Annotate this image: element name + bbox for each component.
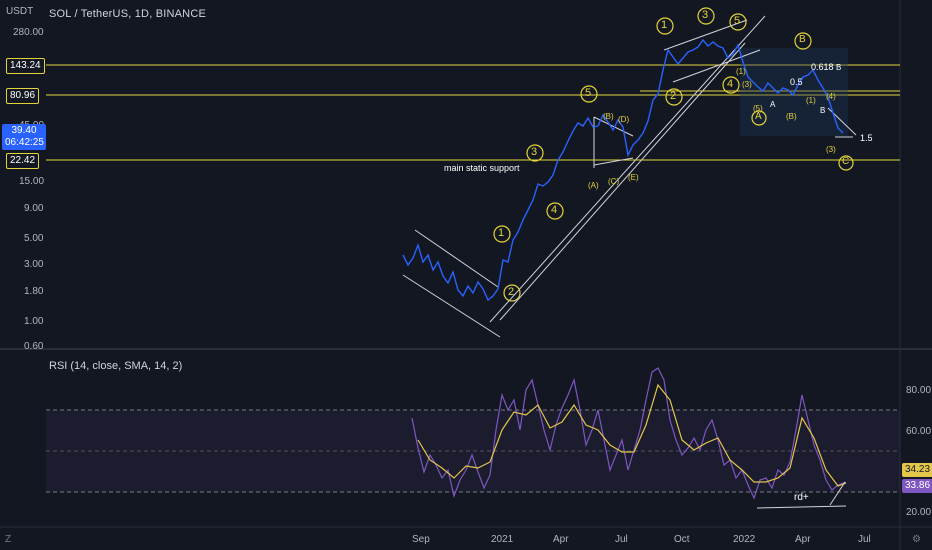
level-badge-143: 143.24 bbox=[6, 58, 45, 74]
currency-label: USDT bbox=[6, 6, 34, 17]
wave-label: B bbox=[836, 63, 842, 72]
time-tick: Apr bbox=[553, 534, 569, 545]
time-tick: 2022 bbox=[733, 534, 756, 545]
wave-label: A bbox=[770, 100, 776, 109]
rsi-tick: 60.00 bbox=[906, 426, 932, 437]
rsi-value: 33.86 bbox=[902, 479, 932, 493]
wave-label: A bbox=[755, 111, 762, 122]
divergence-label: rd+ bbox=[794, 492, 809, 503]
price-tick: 3.00 bbox=[24, 259, 44, 270]
bar-countdown: 06:42:25 bbox=[5, 137, 44, 148]
wave-label: 1 bbox=[498, 227, 505, 239]
wave-label: (3) bbox=[826, 145, 836, 154]
level-badge-81: 80.96 bbox=[6, 88, 40, 104]
wave-label: B bbox=[799, 34, 806, 45]
price-tick: 1.00 bbox=[24, 316, 44, 327]
rsi-title[interactable]: RSI (14, close, SMA, 14, 2) bbox=[49, 360, 183, 372]
wave-label: (3) bbox=[742, 80, 752, 89]
fib-label: 0.5 bbox=[790, 77, 803, 87]
rsi-ma-line bbox=[417, 383, 847, 487]
wave-label: (E) bbox=[628, 173, 639, 182]
wave-label: 1 bbox=[661, 19, 668, 31]
wave-label: 5 bbox=[585, 87, 592, 99]
price-series bbox=[402, 38, 844, 302]
price-tick: 9.00 bbox=[24, 203, 44, 214]
wave-label: (1) bbox=[736, 67, 746, 76]
wave-label: (C) bbox=[608, 177, 620, 186]
fib-label: 1.5 bbox=[860, 133, 873, 143]
wave-label: 3 bbox=[702, 9, 709, 21]
price-tick: 15.00 bbox=[19, 176, 45, 187]
time-tick: Apr bbox=[795, 534, 811, 545]
wave-label: 5 bbox=[734, 15, 741, 27]
settings-gear-icon[interactable]: ⚙ bbox=[912, 534, 921, 545]
symbol-title[interactable]: SOL / TetherUS, 1D, BINANCE bbox=[49, 8, 207, 20]
wave-label: 4 bbox=[727, 78, 734, 90]
wave-label: B bbox=[820, 106, 826, 115]
time-tick: Jul bbox=[858, 534, 871, 545]
rsi-tick: 80.00 bbox=[906, 385, 932, 396]
price-tick: 1.80 bbox=[24, 286, 44, 297]
current-price-badge: 39.40 06:42:25 bbox=[2, 124, 46, 150]
wave-label: (A) bbox=[588, 181, 599, 190]
wave-label: C bbox=[842, 156, 850, 167]
rsi-tick: 20.00 bbox=[906, 507, 932, 518]
wave-label: (4) bbox=[826, 92, 836, 101]
wave-label: (B) bbox=[786, 112, 797, 121]
wave-label: (1) bbox=[806, 96, 816, 105]
price-tick: 5.00 bbox=[24, 233, 44, 244]
wave-label: (5) bbox=[753, 104, 763, 113]
current-price: 39.40 bbox=[11, 125, 37, 136]
time-tick: Sep bbox=[412, 534, 430, 545]
wave-label: 2 bbox=[508, 286, 515, 298]
time-tick: Jul bbox=[615, 534, 628, 545]
wave-label: 3 bbox=[531, 146, 538, 158]
fib-label: 0.618 bbox=[811, 62, 834, 72]
wave-label: 4 bbox=[551, 204, 558, 216]
rsi-line bbox=[411, 367, 847, 500]
wave-label: 2 bbox=[670, 90, 677, 102]
time-tick: 2021 bbox=[491, 534, 514, 545]
price-tick: 0.60 bbox=[24, 341, 44, 352]
support-label: main static support bbox=[444, 163, 520, 173]
wave-label: (D) bbox=[618, 115, 630, 124]
time-tick: Oct bbox=[674, 534, 690, 545]
rsi-ma-value: 34.23 bbox=[902, 463, 932, 477]
wave-label: (B) bbox=[603, 112, 614, 121]
price-tick: 280.00 bbox=[13, 27, 44, 38]
level-badge-22: 22.42 bbox=[6, 153, 40, 169]
timezone-icon[interactable]: Z bbox=[5, 534, 12, 545]
